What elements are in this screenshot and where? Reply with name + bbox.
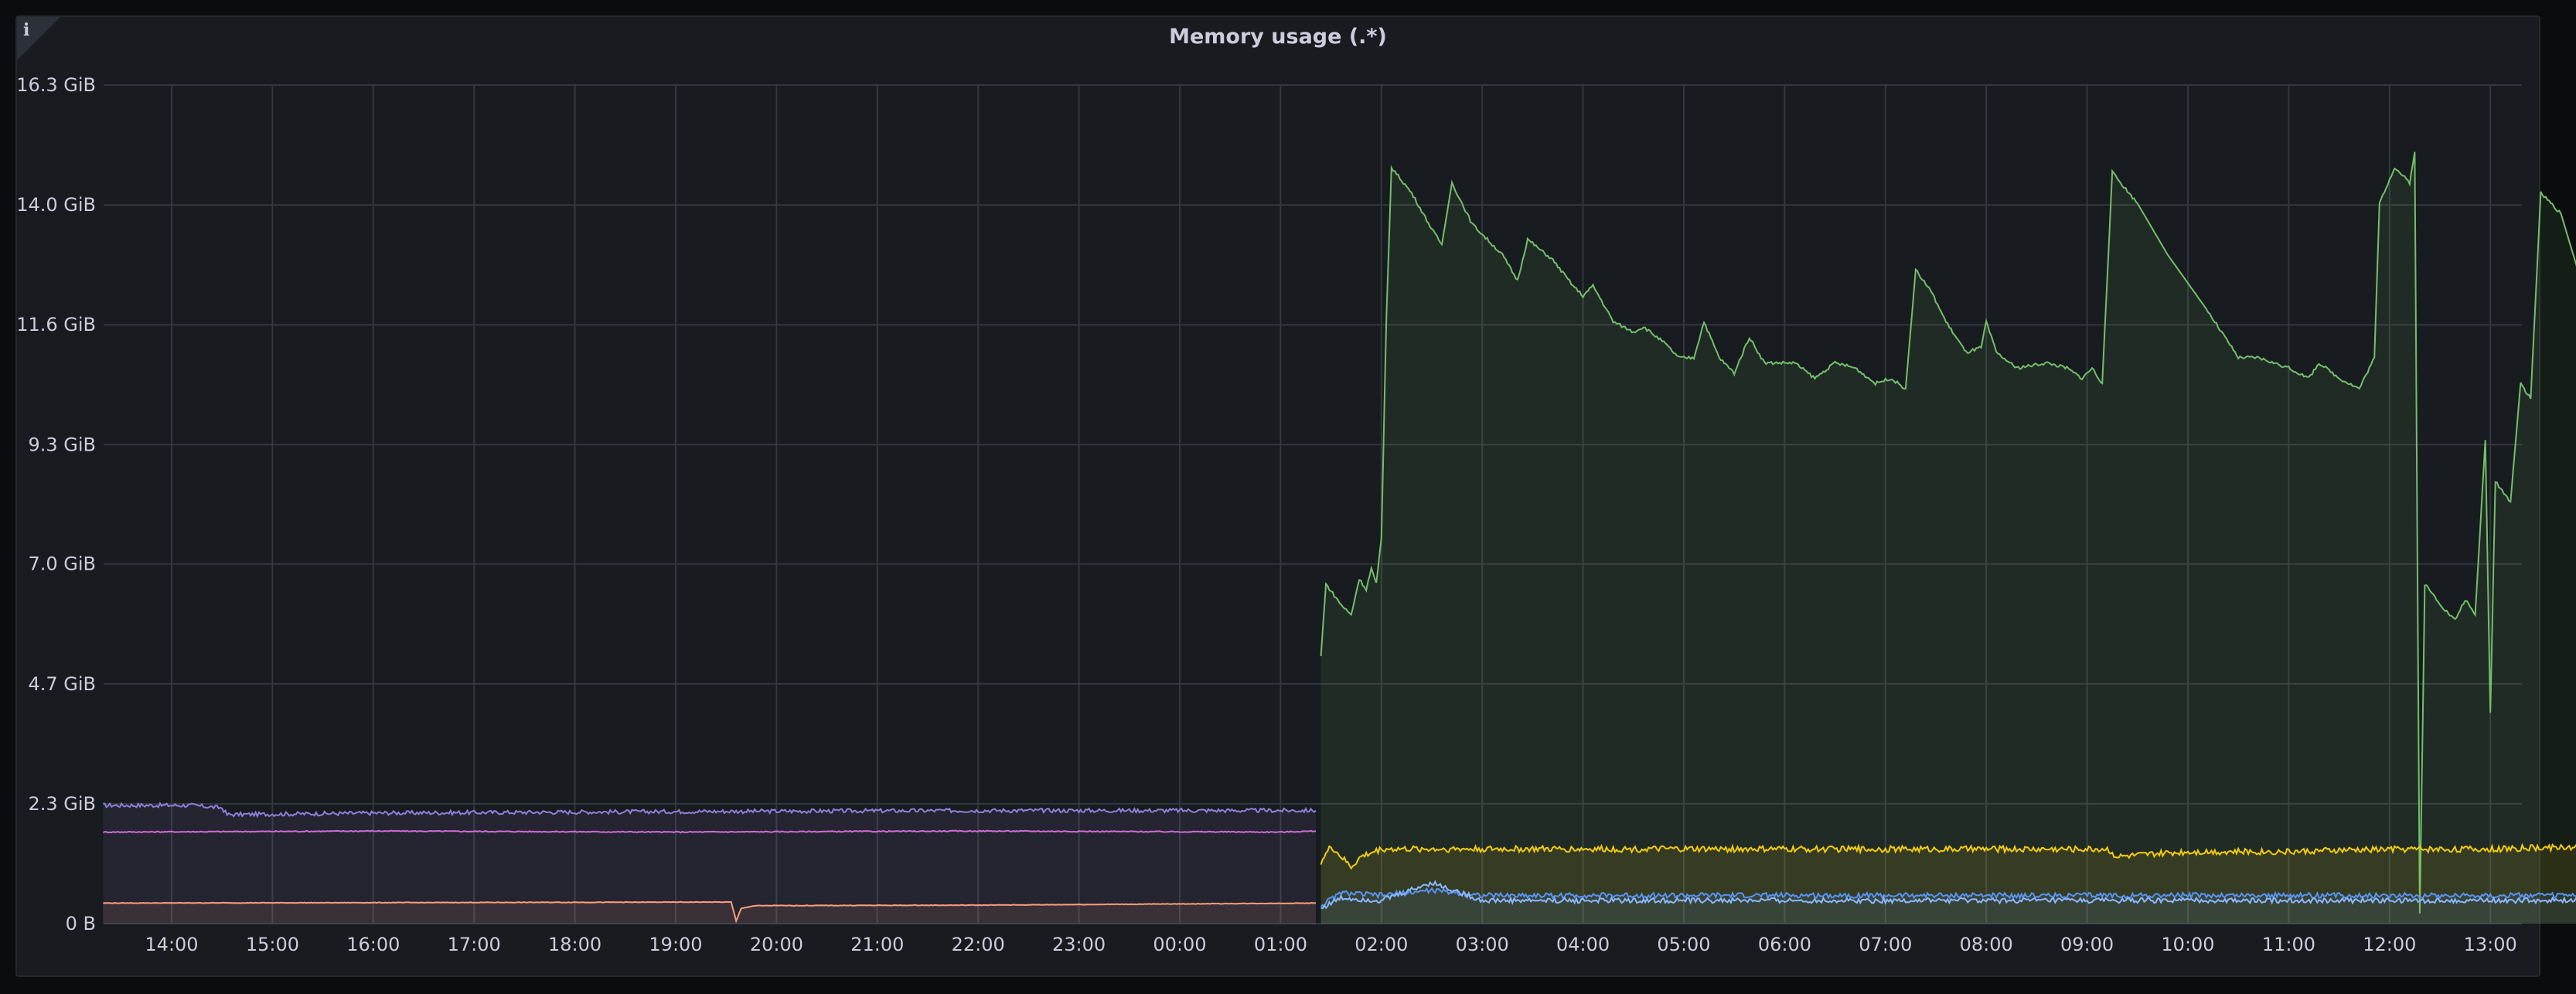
info-icon[interactable]: i [23,20,30,40]
y-tick-label: 0 B [66,913,96,934]
x-tick-label: 08:00 [1960,934,2013,955]
series-area [1320,151,2521,924]
x-tick-label: 01:00 [1254,934,1307,955]
x-tick-label: 15:00 [246,934,299,955]
series-area [1320,888,2576,924]
series-area [2520,191,2576,924]
x-tick-label: 02:00 [1354,934,1408,955]
x-tick-label: 14:00 [145,934,198,955]
x-tick-label: 11:00 [2262,934,2315,955]
x-tick-label: 16:00 [346,934,400,955]
x-tick-label: 06:00 [1758,934,1811,955]
x-tick-label: 03:00 [1456,934,1509,955]
series-line [1320,880,2576,910]
memory-usage-panel: i Memory usage (.*) [15,15,2540,977]
series-line [1320,843,2576,870]
series-line [102,829,1317,834]
x-tick-label: 09:00 [2060,934,2114,955]
x-tick-label: 12:00 [2363,934,2416,955]
x-tick-label: 07:00 [1859,934,1912,955]
series-area [103,901,1316,924]
series-line [103,900,1316,924]
x-tick-label: 21:00 [850,934,904,955]
x-tick-label: 05:00 [1657,934,1710,955]
series-line [1320,887,2576,907]
x-tick-label: 18:00 [548,934,601,955]
x-tick-label: 20:00 [750,934,803,955]
y-tick-label: 16.3 GiB [16,74,96,96]
panel-title: Memory usage (.*) [1169,25,1387,49]
series-line [103,802,1317,819]
y-tick-label: 9.3 GiB [28,434,96,455]
x-tick-label: 19:00 [649,934,702,955]
y-tick-label: 14.0 GiB [16,194,96,216]
y-tick-label: 4.7 GiB [28,673,96,695]
x-tick-label: 22:00 [952,934,1005,955]
y-tick-label: 2.3 GiB [28,793,96,815]
y-tick-label: 11.6 GiB [16,314,96,335]
info-corner[interactable] [17,17,60,60]
x-tick-label: 23:00 [1052,934,1106,955]
x-tick-label: 10:00 [2161,934,2214,955]
y-tick-label: 7.0 GiB [28,553,96,575]
series-area [1320,844,2576,924]
x-tick-label: 13:00 [2464,934,2517,955]
x-tick-label: 17:00 [448,934,501,955]
series-line [1320,151,2522,914]
x-tick-label: 00:00 [1153,934,1206,955]
series-area [103,803,1316,924]
x-tick-label: 04:00 [1556,934,1610,955]
